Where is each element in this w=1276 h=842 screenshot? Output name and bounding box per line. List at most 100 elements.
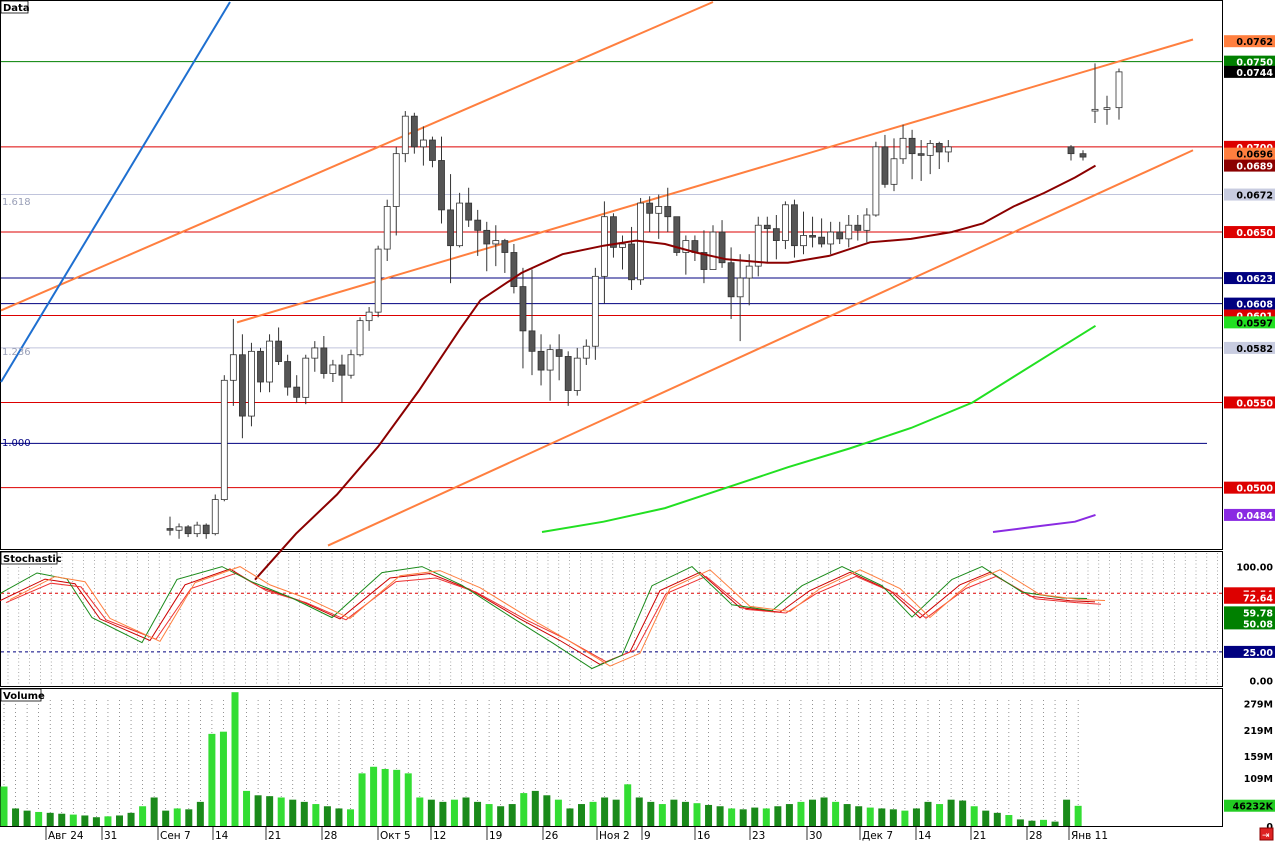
volume-bar <box>508 804 516 826</box>
candle-body <box>582 345 590 359</box>
arrow-right-icon: ⇥ <box>1262 831 1270 841</box>
volume-bar <box>751 807 759 826</box>
volume-bar <box>705 804 713 826</box>
scroll-end-button[interactable] <box>1259 827 1274 841</box>
volume-bar <box>243 790 251 826</box>
volume-bar <box>139 806 147 826</box>
volume-tag: 219M <box>1244 726 1273 737</box>
volume-bar <box>58 813 66 826</box>
volume-bar <box>323 806 331 826</box>
price-tag-bg <box>1224 396 1275 409</box>
candle-body <box>229 354 237 381</box>
volume-bar <box>878 808 886 826</box>
volume-bar <box>1051 821 1059 826</box>
volume-bar <box>520 793 528 826</box>
volume-bar <box>947 799 955 826</box>
x-tick-label: 23 <box>752 830 765 842</box>
volume-bar <box>866 807 874 826</box>
candle-body <box>302 357 310 398</box>
candle-body <box>555 349 563 357</box>
volume-bar <box>855 806 863 826</box>
volume-bar <box>404 773 412 826</box>
volume-bar <box>716 806 724 826</box>
candle-body <box>392 153 400 207</box>
volume-bar <box>35 811 43 826</box>
volume-bar <box>670 799 678 826</box>
volume-bar <box>474 801 482 826</box>
volume-bar <box>92 817 100 826</box>
price-tag-bg <box>1224 147 1275 160</box>
volume-bar <box>1063 799 1071 826</box>
x-tick-label: 21 <box>268 830 281 842</box>
volume-bar <box>912 808 920 826</box>
volume-bar <box>427 799 435 826</box>
volume-bar <box>889 809 897 826</box>
candle-body <box>238 354 246 417</box>
price-tag-bg <box>1224 159 1275 172</box>
volume-bar <box>231 692 239 826</box>
candle-body <box>763 224 771 230</box>
candle-body <box>438 160 445 211</box>
candle-body <box>818 236 825 245</box>
candle-body <box>528 330 536 352</box>
volume-bar <box>150 797 158 826</box>
candle-body <box>184 526 192 535</box>
volume-panel[interactable] <box>0 688 1223 827</box>
volume-bar <box>647 801 655 826</box>
price-tag: 0.0762 <box>1236 37 1273 48</box>
price-panel[interactable] <box>0 0 1223 550</box>
volume-bar <box>566 808 574 826</box>
candle-body <box>1115 71 1123 109</box>
volume-bar <box>0 786 8 826</box>
moving-average-green <box>541 324 1097 533</box>
candle-body <box>429 139 436 161</box>
candle-body <box>736 277 744 298</box>
volume-bar <box>624 784 632 826</box>
candle-body <box>383 206 391 250</box>
stoch-tag-bg <box>1224 591 1275 604</box>
candle-body <box>1103 107 1111 110</box>
volume-tag: 109M <box>1244 774 1273 785</box>
candle-body <box>347 354 355 376</box>
volume-bar <box>970 806 978 826</box>
candle-body <box>356 320 364 356</box>
candle-body <box>166 528 174 531</box>
price-tag: 0.0484 <box>1236 511 1273 522</box>
candle-body <box>718 231 726 264</box>
volume-bar <box>936 804 944 826</box>
volume-bar <box>809 799 816 826</box>
stoch-tag: 0.00 <box>1250 676 1274 687</box>
price-tag-bg <box>1224 226 1275 239</box>
x-tick-label: 14 <box>918 830 932 842</box>
volume-bar <box>578 804 585 826</box>
price-tag-bg <box>1224 316 1275 329</box>
candle-body <box>673 216 681 253</box>
x-tick-label: Дек 7 <box>862 830 893 842</box>
volume-bar <box>635 797 643 826</box>
candle-body <box>311 347 319 359</box>
volume-bar <box>901 810 909 826</box>
x-tick-label: 16 <box>697 830 711 842</box>
candle-body <box>474 219 482 231</box>
candle-body <box>320 347 328 374</box>
candle-body <box>1091 108 1099 112</box>
axis-layer: 0.07620.07500.07440.07000.06960.06890.06… <box>45 35 1275 842</box>
candle-body <box>863 214 871 231</box>
volume-bar <box>785 804 793 826</box>
candle-body <box>610 216 617 248</box>
volume-bar <box>12 808 20 826</box>
x-tick-label: 19 <box>489 830 502 842</box>
volume-bar <box>774 806 782 826</box>
volume-bar <box>381 768 389 826</box>
candle-body <box>410 115 418 148</box>
moving-average-dark-red <box>254 164 1097 581</box>
candle-body <box>591 275 599 347</box>
stoch-line-k-green <box>0 566 1088 670</box>
price-tag: 0.0582 <box>1236 344 1273 355</box>
candle-body <box>908 137 916 155</box>
candle-body <box>836 231 844 240</box>
stochastic-panel[interactable] <box>0 551 1223 687</box>
candle-body <box>727 262 735 298</box>
x-tick-label: 9 <box>644 830 651 842</box>
